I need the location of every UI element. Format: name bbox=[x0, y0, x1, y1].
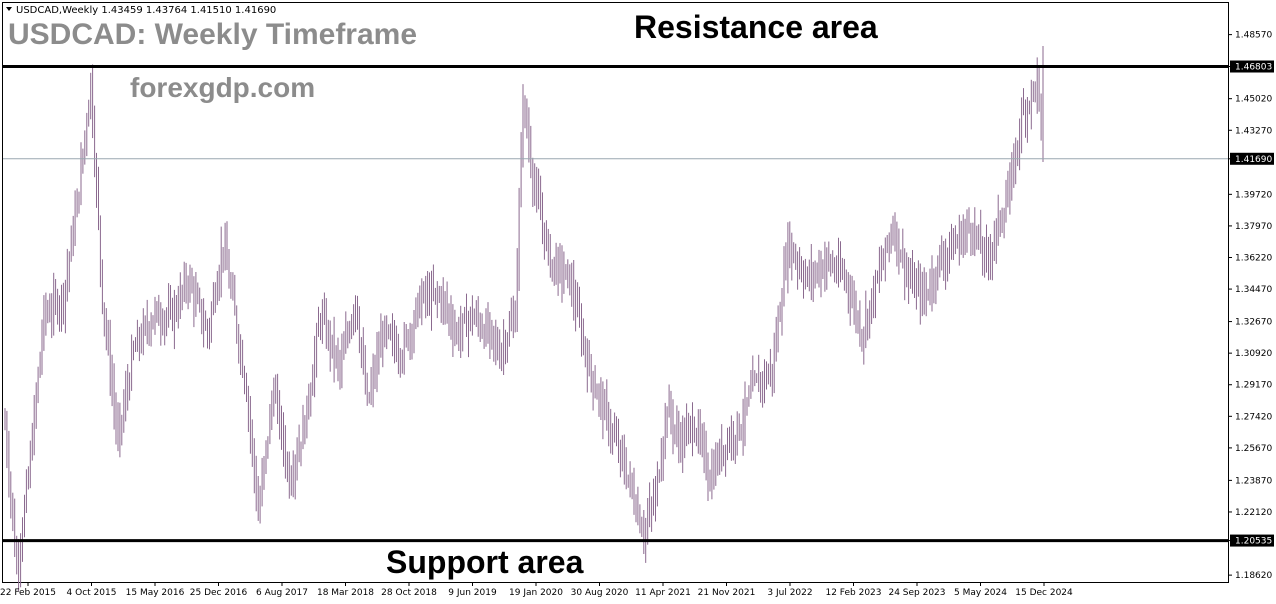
support-label: Support area bbox=[386, 544, 584, 580]
x-tick-label: 28 Oct 2018 bbox=[381, 588, 437, 598]
x-tick-label: 25 Dec 2016 bbox=[190, 588, 248, 598]
x-tick-label: 11 Apr 2021 bbox=[635, 588, 691, 598]
chart-title: USDCAD: Weekly Timeframe bbox=[8, 18, 417, 51]
x-tick-label: 19 Jan 2020 bbox=[509, 588, 563, 598]
x-tick-label: 9 Jun 2019 bbox=[448, 588, 497, 598]
y-tick-label: 1.45020 bbox=[1235, 95, 1272, 105]
symbol-info: USDCAD,Weekly 1.43459 1.43764 1.41510 1.… bbox=[16, 5, 276, 16]
y-tick-label: 1.34470 bbox=[1235, 285, 1272, 295]
x-axis: 22 Feb 2015 4 Oct 2015 15 May 2016 25 Dec 2… bbox=[0, 582, 1073, 598]
brand-watermark: forexgdp.com bbox=[130, 72, 315, 103]
x-tick-label: 5 May 2024 bbox=[954, 588, 1007, 598]
y-tick-label: 1.46803 bbox=[1235, 63, 1272, 73]
y-tick-label: 1.41690 bbox=[1235, 155, 1272, 165]
y-tick-label: 1.20535 bbox=[1235, 537, 1272, 547]
x-tick-label: 24 Sep 2023 bbox=[888, 588, 945, 598]
y-tick-label: 1.48570 bbox=[1235, 31, 1272, 41]
y-tick-label: 1.27420 bbox=[1235, 412, 1272, 422]
y-tick-label: 1.23870 bbox=[1235, 476, 1272, 486]
y-tick-label: 1.37970 bbox=[1235, 222, 1272, 232]
y-tick-label: 1.18620 bbox=[1235, 571, 1272, 581]
x-tick-label: 15 Dec 2024 bbox=[1015, 588, 1073, 598]
price-tag bbox=[1230, 534, 1274, 547]
x-tick-label: 30 Aug 2020 bbox=[571, 588, 629, 598]
x-tick-label: 6 Aug 2017 bbox=[256, 588, 308, 598]
resistance-label: Resistance area bbox=[634, 9, 878, 45]
x-tick-label: 18 Mar 2018 bbox=[317, 588, 374, 598]
y-tick-label: 1.30920 bbox=[1235, 349, 1272, 359]
ohlc-bars bbox=[4, 46, 1044, 592]
y-axis: 1.48570 1.46803 1.45020 1.43270 1.41690 1.397… bbox=[1228, 31, 1274, 581]
x-tick-label: 21 Nov 2021 bbox=[698, 588, 756, 598]
dropdown-arrow-icon[interactable] bbox=[6, 7, 12, 11]
y-tick-label: 1.36220 bbox=[1235, 253, 1272, 263]
y-tick-label: 1.29170 bbox=[1235, 381, 1272, 391]
price-tag bbox=[1230, 152, 1274, 165]
y-tick-label: 1.25670 bbox=[1235, 444, 1272, 454]
y-tick-label: 1.39720 bbox=[1235, 190, 1272, 200]
plot-frame bbox=[2, 2, 1229, 583]
y-tick-label: 1.43270 bbox=[1235, 126, 1272, 136]
x-tick-label: 3 Jul 2022 bbox=[767, 588, 812, 598]
x-tick-label: 4 Oct 2015 bbox=[67, 588, 117, 598]
price-tag bbox=[1230, 60, 1274, 73]
x-tick-label: 22 Feb 2015 bbox=[0, 588, 56, 598]
y-tick-label: 1.32670 bbox=[1235, 318, 1272, 328]
x-tick-label: 12 Feb 2023 bbox=[825, 588, 881, 598]
y-tick-label: 1.22120 bbox=[1235, 508, 1272, 518]
x-tick-label: 15 May 2016 bbox=[126, 588, 185, 598]
